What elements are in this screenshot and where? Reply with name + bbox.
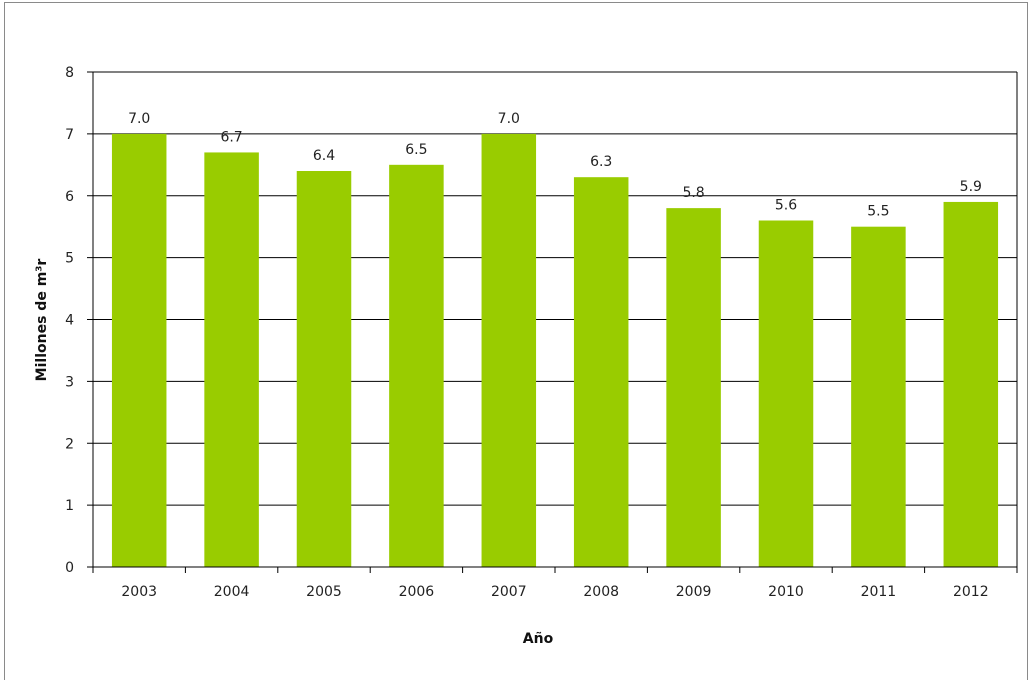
y-tick-label: 8 bbox=[65, 65, 74, 81]
y-tick-label: 2 bbox=[65, 436, 74, 452]
data-label: 6.7 bbox=[220, 129, 242, 145]
bar-2003 bbox=[111, 133, 167, 567]
data-label: 6.3 bbox=[590, 154, 612, 170]
bar-2004 bbox=[204, 152, 259, 567]
x-tick-label: 2006 bbox=[399, 584, 435, 600]
x-tick-label: 2004 bbox=[214, 584, 250, 600]
y-tick-label: 0 bbox=[65, 560, 74, 576]
bar-2010 bbox=[758, 220, 814, 567]
bar-2011 bbox=[851, 226, 906, 567]
data-label: 6.4 bbox=[313, 148, 335, 164]
bar-2012 bbox=[943, 201, 999, 567]
y-tick-label: 4 bbox=[65, 313, 74, 329]
x-tick-label: 2008 bbox=[583, 584, 619, 600]
x-tick-label: 2012 bbox=[953, 584, 989, 600]
y-tick-label: 6 bbox=[65, 189, 74, 205]
bar-2009 bbox=[666, 208, 721, 567]
data-label: 6.5 bbox=[405, 142, 427, 158]
bar-2008 bbox=[573, 177, 629, 567]
x-tick-label: 2011 bbox=[861, 584, 897, 600]
x-tick-label: 2010 bbox=[768, 584, 804, 600]
axes bbox=[92, 71, 1018, 568]
data-label: 7.0 bbox=[128, 111, 150, 127]
x-tick-label: 2007 bbox=[491, 584, 527, 600]
bar-2005 bbox=[296, 171, 352, 567]
data-label: 5.9 bbox=[960, 179, 982, 195]
y-tick-label: 1 bbox=[65, 498, 74, 514]
bars bbox=[111, 133, 999, 567]
x-tick-label: 2005 bbox=[306, 584, 342, 600]
data-label: 5.5 bbox=[867, 204, 889, 220]
y-tick-label: 5 bbox=[65, 251, 74, 267]
data-label: 5.8 bbox=[682, 185, 704, 201]
x-axis-title: Año bbox=[523, 631, 554, 647]
bar-2006 bbox=[389, 164, 444, 567]
data-labels: 7.0 6.7 6.4 6.5 7.0 6.3 5.8 5.6 5.5 5.9 bbox=[128, 111, 982, 220]
x-tick-labels: 2003 2004 2005 2006 2007 2008 2009 2010 2011 2012 bbox=[121, 584, 988, 600]
y-tick-label: 7 bbox=[65, 127, 74, 143]
x-tick-label: 2003 bbox=[121, 584, 157, 600]
data-label: 7.0 bbox=[498, 111, 520, 127]
y-tick-labels: 0 1 2 3 4 5 6 7 8 bbox=[65, 65, 74, 576]
bar-2007 bbox=[481, 133, 537, 567]
x-tick-label: 2009 bbox=[676, 584, 712, 600]
data-label: 5.6 bbox=[775, 198, 797, 214]
y-tick-label: 3 bbox=[65, 374, 74, 390]
y-axis-title: Millones de m³r bbox=[34, 259, 50, 382]
